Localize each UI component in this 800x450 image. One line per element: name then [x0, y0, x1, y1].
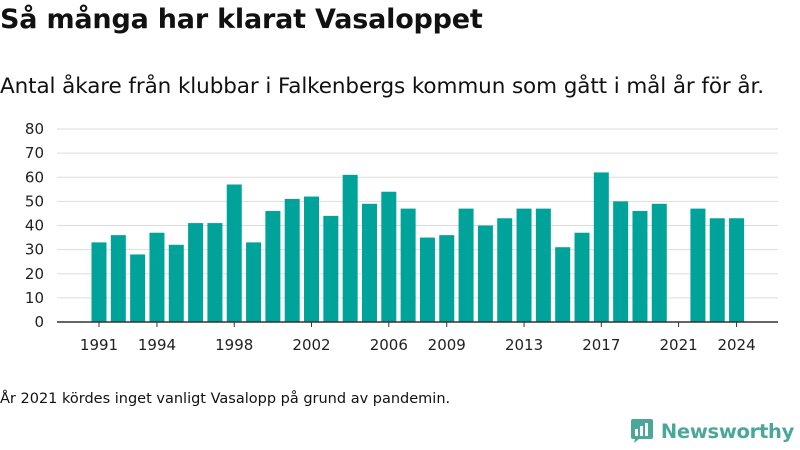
bar	[110, 235, 126, 322]
bar	[342, 174, 358, 322]
x-tick-label: 1994	[138, 336, 176, 354]
footnote: År 2021 kördes inget vanligt Vasalopp på…	[0, 391, 451, 407]
y-tick-label: 80	[25, 120, 44, 138]
bar	[361, 203, 377, 322]
bar	[419, 237, 435, 322]
bar	[91, 242, 107, 322]
bar	[265, 211, 281, 322]
bar	[729, 218, 745, 322]
y-tick-label: 40	[25, 217, 44, 235]
x-tick-label: 2009	[428, 336, 466, 354]
x-tick-label: 2017	[582, 336, 620, 354]
bar	[497, 218, 513, 322]
bar	[226, 184, 242, 322]
bar	[246, 242, 262, 322]
bar	[130, 254, 146, 322]
y-tick-label: 30	[25, 241, 44, 259]
x-tick-label: 2024	[717, 336, 755, 354]
bar	[690, 208, 706, 322]
y-tick-label: 50	[25, 192, 44, 210]
bar	[323, 215, 339, 322]
bar	[613, 201, 629, 322]
bar	[439, 235, 455, 322]
bar	[709, 218, 725, 322]
bar	[516, 208, 532, 322]
bar	[381, 191, 397, 322]
bar	[593, 172, 609, 322]
bar	[188, 223, 204, 322]
y-tick-label: 70	[25, 144, 44, 162]
bar	[458, 208, 474, 322]
y-tick-label: 0	[34, 313, 44, 331]
bar	[149, 232, 165, 322]
bar	[304, 196, 320, 322]
x-tick-label: 2002	[292, 336, 330, 354]
chart-subtitle: Antal åkare från klubbar i Falkenbergs k…	[0, 74, 764, 99]
newsworthy-logo-icon	[630, 419, 653, 443]
bar	[207, 223, 223, 322]
chart-title: Så många har klarat Vasaloppet	[0, 4, 483, 35]
y-tick-label: 60	[25, 168, 44, 186]
x-tick-label: 2006	[370, 336, 408, 354]
y-tick-label: 20	[25, 265, 44, 283]
y-tick-label: 10	[25, 289, 44, 307]
x-tick-label: 2013	[505, 336, 543, 354]
x-tick-label: 1991	[80, 336, 118, 354]
bar	[632, 211, 648, 322]
brand-name: Newsworthy	[660, 419, 794, 443]
bar	[574, 232, 590, 322]
brand-logo: Newsworthy	[630, 418, 794, 444]
bar	[651, 203, 667, 322]
x-tick-label: 1998	[215, 336, 253, 354]
bar	[477, 225, 493, 322]
bar	[400, 208, 416, 322]
bar	[284, 198, 300, 322]
bar	[168, 244, 184, 322]
bar	[535, 208, 551, 322]
bar	[555, 247, 571, 322]
bar-chart: 0 10 20 30 40 50 60 70 80 1991 1994 1998 2002 2006 200…	[25, 120, 778, 354]
x-tick-label: 2021	[660, 336, 698, 354]
